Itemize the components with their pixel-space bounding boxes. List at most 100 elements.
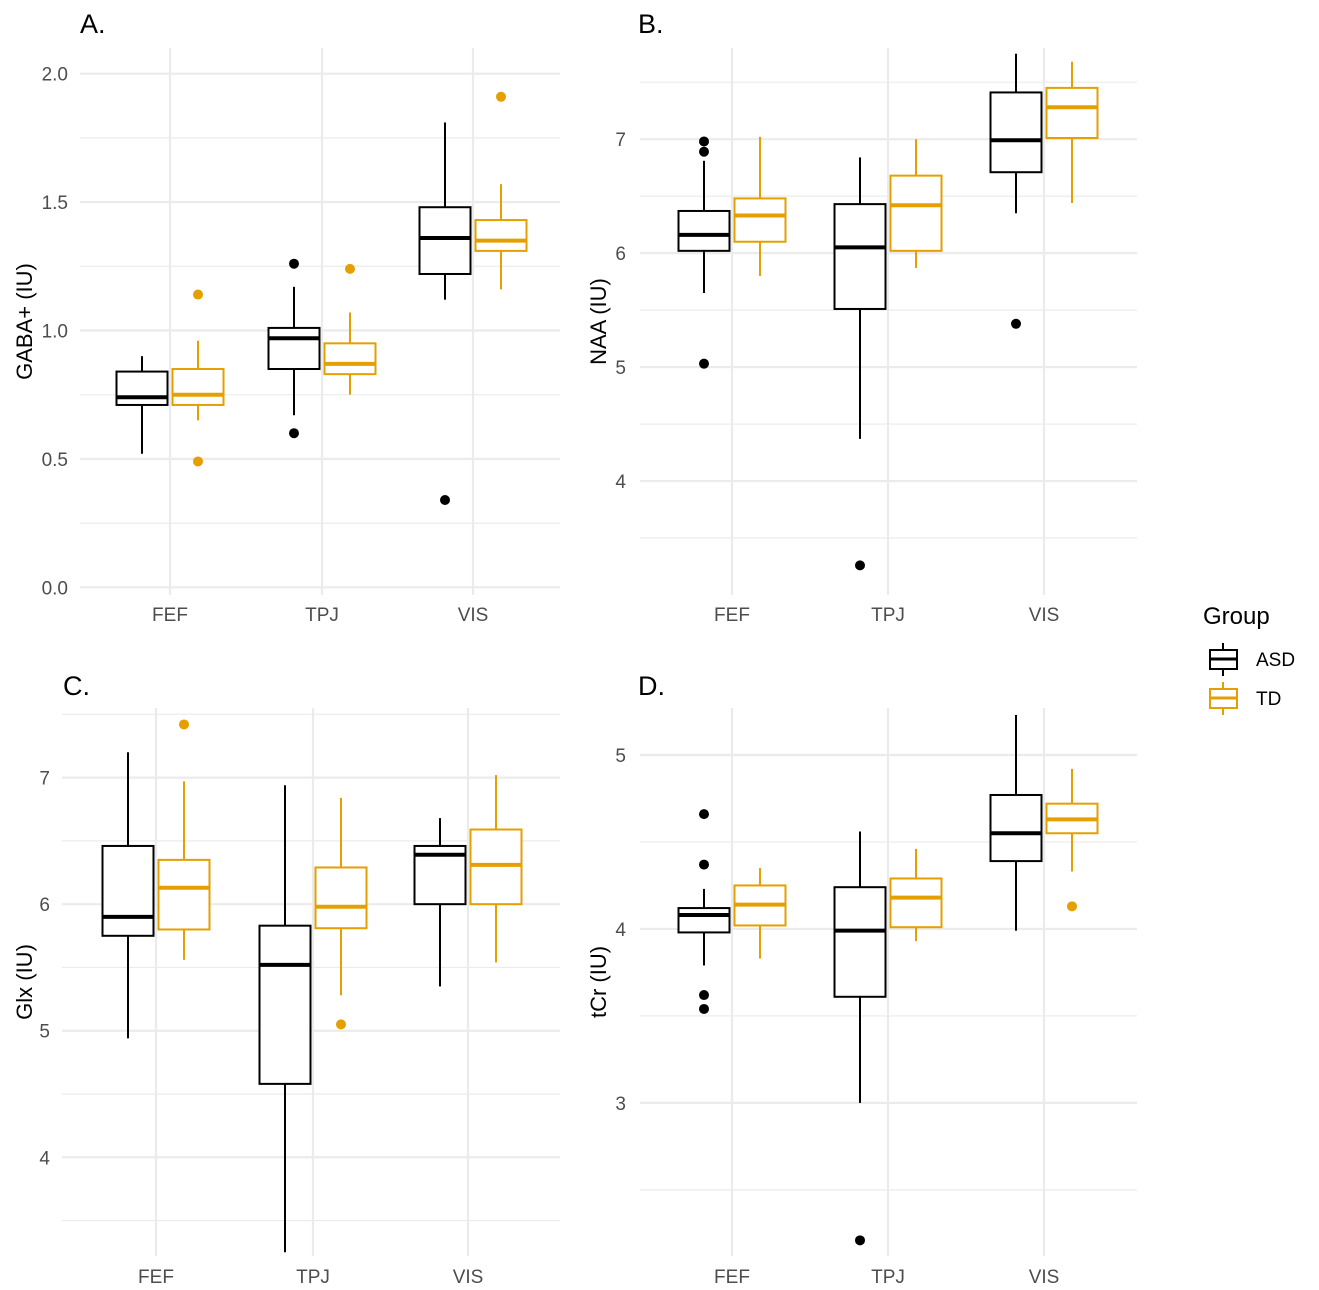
y-tick-label: 6 bbox=[39, 895, 50, 916]
outlier-point bbox=[699, 358, 709, 369]
box-td-vis bbox=[469, 775, 523, 963]
box-asd-tpj bbox=[833, 831, 887, 1246]
x-tick-label: FEF bbox=[138, 1267, 174, 1288]
outlier-point bbox=[699, 136, 709, 147]
x-tick-label: TPJ bbox=[871, 1267, 905, 1288]
box-asd-tpj bbox=[267, 258, 321, 439]
y-tick-label: 7 bbox=[39, 769, 50, 790]
box-body bbox=[733, 197, 787, 243]
y-tick-label: 2.0 bbox=[42, 65, 68, 86]
outlier-point bbox=[440, 494, 450, 505]
box-td-fef bbox=[171, 289, 225, 467]
box-body bbox=[1045, 86, 1099, 140]
outlier-point bbox=[855, 1235, 865, 1246]
outlier-point bbox=[289, 428, 299, 439]
panels: 0.0 0.5 1.0 1.5 2.0 FEF TPJ VIS A. GABA+ (IU) 4 5 6 7… bbox=[12, 9, 1137, 1288]
outlier-point bbox=[699, 809, 709, 820]
y-tick-label: 1.0 bbox=[42, 321, 68, 342]
box-asd-tpj bbox=[258, 785, 312, 1253]
box-body bbox=[677, 209, 731, 252]
box-asd-vis bbox=[989, 53, 1043, 329]
panel-label: D. bbox=[638, 671, 665, 701]
box-td-vis bbox=[474, 91, 528, 290]
box-body bbox=[989, 91, 1043, 174]
box-td-tpj bbox=[889, 848, 943, 942]
x-tick-label: VIS bbox=[458, 605, 489, 626]
box-body bbox=[418, 206, 472, 275]
y-tick-label: 3 bbox=[615, 1094, 626, 1115]
box-td-vis bbox=[1045, 768, 1099, 912]
box-body bbox=[157, 858, 211, 931]
x-tick-label: VIS bbox=[453, 1267, 484, 1288]
y-tick-label: 5 bbox=[39, 1022, 50, 1043]
box-body bbox=[889, 877, 943, 929]
box-body bbox=[101, 844, 155, 937]
box-asd-fef bbox=[101, 752, 155, 1039]
panel-label: C. bbox=[63, 671, 90, 701]
x-tick-label: TPJ bbox=[296, 1267, 330, 1288]
x-tick-label: VIS bbox=[1029, 605, 1060, 626]
box-asd-fef bbox=[677, 809, 731, 1014]
x-tick-label: VIS bbox=[1029, 1267, 1060, 1288]
box-asd-vis bbox=[413, 818, 467, 987]
x-tick-label: FEF bbox=[152, 605, 188, 626]
legend-title: Group bbox=[1203, 603, 1270, 630]
outlier-point bbox=[699, 990, 709, 1001]
box-asd-tpj bbox=[833, 157, 887, 571]
outlier-point bbox=[855, 560, 865, 571]
outlier-point bbox=[179, 719, 189, 730]
box-body bbox=[474, 219, 528, 252]
outlier-point bbox=[1067, 901, 1077, 912]
box-asd-vis bbox=[989, 714, 1043, 931]
box-td-fef bbox=[157, 719, 211, 960]
box-td-vis bbox=[1045, 61, 1099, 203]
panel-b: 4 5 6 7 FEF TPJ VIS B. NAA (IU) bbox=[586, 9, 1137, 626]
y-axis-title: tCr (IU) bbox=[586, 946, 611, 1018]
y-tick-label: 4 bbox=[39, 1148, 50, 1169]
outlier-point bbox=[289, 258, 299, 269]
box-td-tpj bbox=[323, 263, 377, 395]
outlier-point bbox=[1011, 318, 1021, 329]
box-asd-fef bbox=[115, 356, 169, 454]
outlier-point bbox=[193, 289, 203, 300]
y-tick-label: 0.5 bbox=[42, 450, 68, 471]
box-asd-fef bbox=[677, 136, 731, 369]
panel-label: B. bbox=[638, 9, 664, 39]
y-axis-title: NAA (IU) bbox=[586, 278, 611, 365]
box-td-fef bbox=[733, 136, 787, 276]
panel-label: A. bbox=[80, 9, 106, 39]
y-tick-label: 4 bbox=[615, 920, 626, 941]
y-tick-label: 5 bbox=[615, 358, 626, 379]
outlier-point bbox=[496, 91, 506, 102]
outlier-point bbox=[345, 263, 355, 274]
y-axis-title: Glx (IU) bbox=[12, 944, 37, 1020]
panel-d: 3 4 5 FEF TPJ VIS D. tCr (IU) bbox=[586, 671, 1137, 1288]
box-body bbox=[267, 326, 321, 371]
panel-c: 4 5 6 7 FEF TPJ VIS C. Glx (IU) bbox=[12, 671, 560, 1288]
x-tick-label: FEF bbox=[714, 605, 750, 626]
x-tick-label: TPJ bbox=[305, 605, 339, 626]
legend-label-asd: ASD bbox=[1256, 650, 1295, 671]
box-body bbox=[889, 174, 943, 252]
outlier-point bbox=[699, 1003, 709, 1014]
box-body bbox=[833, 886, 887, 998]
box-body bbox=[833, 203, 887, 310]
box-body bbox=[115, 370, 169, 406]
outlier-point bbox=[336, 1019, 346, 1030]
box-asd-vis bbox=[418, 122, 472, 505]
box-body bbox=[171, 368, 225, 406]
box-body bbox=[323, 342, 377, 376]
x-tick-label: FEF bbox=[714, 1267, 750, 1288]
outlier-point bbox=[193, 456, 203, 467]
outlier-point bbox=[699, 859, 709, 870]
outlier-point bbox=[699, 146, 709, 157]
x-tick-label: TPJ bbox=[871, 605, 905, 626]
box-td-fef bbox=[733, 868, 787, 959]
y-tick-label: 6 bbox=[615, 244, 626, 265]
box-td-tpj bbox=[314, 797, 368, 1030]
box-body bbox=[314, 866, 368, 930]
y-tick-label: 1.5 bbox=[42, 193, 68, 214]
y-tick-label: 0.0 bbox=[42, 578, 68, 599]
legend-key-asd bbox=[1209, 643, 1238, 676]
